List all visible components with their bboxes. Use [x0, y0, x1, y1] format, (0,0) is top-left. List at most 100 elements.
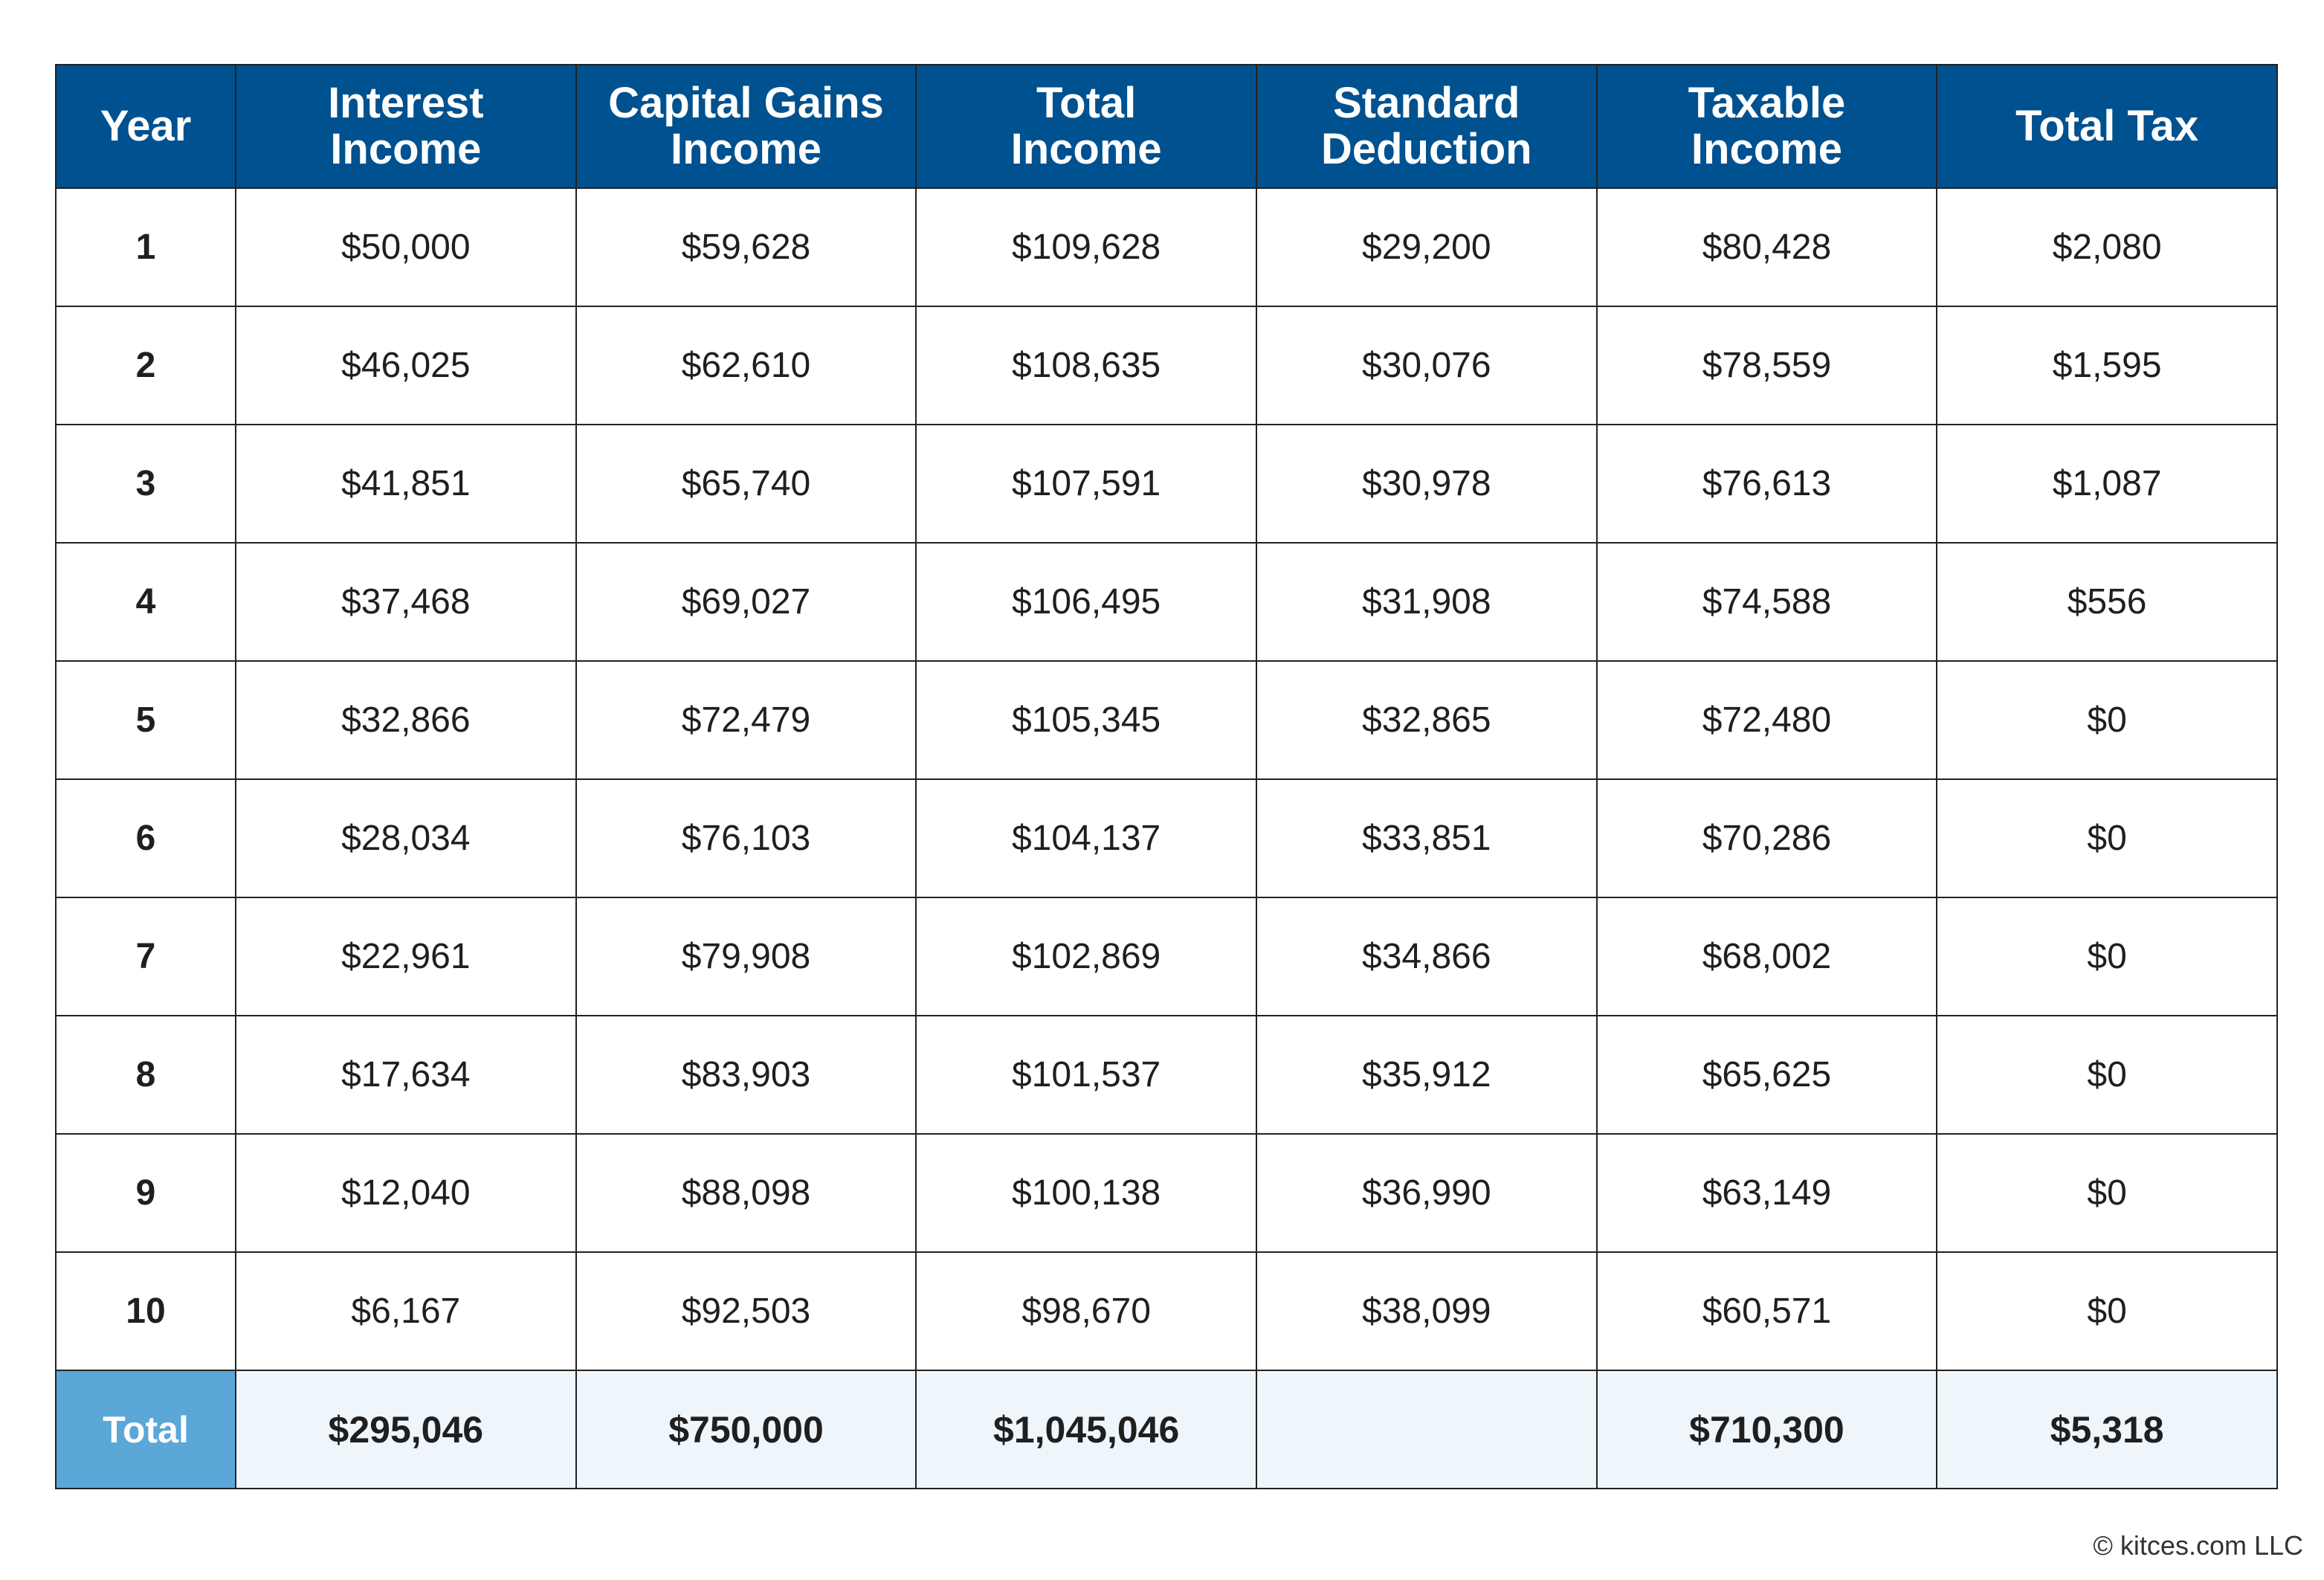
- total-tax-cell: $0: [1936, 778, 2278, 898]
- total-income-cell: $104,137: [915, 778, 1257, 898]
- total-tax-cell: $0: [1936, 897, 2278, 1016]
- capital-gains-cell: $88,098: [575, 1133, 917, 1253]
- table-row: 7 $22,961 $79,908 $102,869 $34,866 $68,0…: [55, 897, 2278, 1016]
- taxable-income-cell: $68,002: [1595, 897, 1938, 1016]
- header-capital-gains-income: Capital Gains Income: [575, 64, 917, 189]
- interest-income-cell: $41,851: [235, 424, 577, 544]
- interest-income-cell: $46,025: [235, 306, 577, 425]
- total-tax-cell: $0: [1936, 1015, 2278, 1135]
- taxable-income-cell: $63,149: [1595, 1133, 1938, 1253]
- standard-deduction-cell: $32,865: [1255, 660, 1598, 780]
- total-standard-deduction-cell: [1255, 1370, 1598, 1489]
- taxable-income-cell: $60,571: [1595, 1251, 1938, 1371]
- table-row: 5 $32,866 $72,479 $105,345 $32,865 $72,4…: [55, 660, 2278, 780]
- capital-gains-cell: $83,903: [575, 1015, 917, 1135]
- header-taxable-income: Taxable Income: [1595, 64, 1938, 189]
- table-row: 10 $6,167 $92,503 $98,670 $38,099 $60,57…: [55, 1251, 2278, 1371]
- capital-gains-cell: $76,103: [575, 778, 917, 898]
- total-tax-cell: $1,087: [1936, 424, 2278, 544]
- total-income-cell: $108,635: [915, 306, 1257, 425]
- header-standard-deduction: Standard Deduction: [1255, 64, 1598, 189]
- total-tax-cell: $1,595: [1936, 306, 2278, 425]
- year-cell: 9: [55, 1133, 236, 1253]
- standard-deduction-cell: $35,912: [1255, 1015, 1598, 1135]
- taxable-income-cell: $72,480: [1595, 660, 1938, 780]
- year-cell: 8: [55, 1015, 236, 1135]
- standard-deduction-cell: $36,990: [1255, 1133, 1598, 1253]
- interest-income-cell: $12,040: [235, 1133, 577, 1253]
- header-total-income: Total Income: [915, 64, 1257, 189]
- year-cell: 4: [55, 542, 236, 662]
- total-capital-gains-cell: $750,000: [575, 1370, 917, 1489]
- total-tax-cell: $556: [1936, 542, 2278, 662]
- capital-gains-cell: $79,908: [575, 897, 917, 1016]
- taxable-income-cell: $78,559: [1595, 306, 1938, 425]
- interest-income-cell: $17,634: [235, 1015, 577, 1135]
- capital-gains-cell: $62,610: [575, 306, 917, 425]
- total-tax-cell: $2,080: [1936, 187, 2278, 307]
- total-income-cell: $100,138: [915, 1133, 1257, 1253]
- table-body: 1 $50,000 $59,628 $109,628 $29,200 $80,4…: [55, 187, 2278, 1371]
- table-header: Year Interest Income Capital Gains Income …: [55, 64, 2278, 189]
- capital-gains-cell: $59,628: [575, 187, 917, 307]
- standard-deduction-cell: $29,200: [1255, 187, 1598, 307]
- totals-row: Total $295,046 $750,000 $1,045,046 $710,…: [55, 1370, 2278, 1489]
- table-row: 1 $50,000 $59,628 $109,628 $29,200 $80,4…: [55, 187, 2278, 307]
- total-income-cell: $101,537: [915, 1015, 1257, 1135]
- total-tax-cell: $0: [1936, 1251, 2278, 1371]
- interest-income-cell: $6,167: [235, 1251, 577, 1371]
- year-cell: 2: [55, 306, 236, 425]
- header-interest-income: Interest Income: [235, 64, 577, 189]
- year-cell: 5: [55, 660, 236, 780]
- taxable-income-cell: $74,588: [1595, 542, 1938, 662]
- total-label-cell: Total: [55, 1370, 236, 1489]
- tax-projection-table: Year Interest Income Capital Gains Income …: [55, 64, 2278, 1489]
- standard-deduction-cell: $31,908: [1255, 542, 1598, 662]
- header-year: Year: [55, 64, 236, 189]
- header-row: Year Interest Income Capital Gains Income …: [55, 64, 2278, 189]
- copyright-notice: © kitces.com LLC: [2093, 1530, 2303, 1561]
- interest-income-cell: $28,034: [235, 778, 577, 898]
- table-row: 3 $41,851 $65,740 $107,591 $30,978 $76,6…: [55, 424, 2278, 544]
- total-total-income-cell: $1,045,046: [915, 1370, 1257, 1489]
- interest-income-cell: $32,866: [235, 660, 577, 780]
- table-row: 8 $17,634 $83,903 $101,537 $35,912 $65,6…: [55, 1015, 2278, 1135]
- capital-gains-cell: $92,503: [575, 1251, 917, 1371]
- table-row: 6 $28,034 $76,103 $104,137 $33,851 $70,2…: [55, 778, 2278, 898]
- taxable-income-cell: $65,625: [1595, 1015, 1938, 1135]
- table-row: 9 $12,040 $88,098 $100,138 $36,990 $63,1…: [55, 1133, 2278, 1253]
- standard-deduction-cell: $30,978: [1255, 424, 1598, 544]
- total-income-cell: $105,345: [915, 660, 1257, 780]
- interest-income-cell: $50,000: [235, 187, 577, 307]
- table-row: 4 $37,468 $69,027 $106,495 $31,908 $74,5…: [55, 542, 2278, 662]
- taxable-income-cell: $70,286: [1595, 778, 1938, 898]
- total-interest-income-cell: $295,046: [235, 1370, 577, 1489]
- taxable-income-cell: $76,613: [1595, 424, 1938, 544]
- table-totals: Total $295,046 $750,000 $1,045,046 $710,…: [55, 1370, 2278, 1489]
- total-tax-cell: $0: [1936, 660, 2278, 780]
- standard-deduction-cell: $38,099: [1255, 1251, 1598, 1371]
- taxable-income-cell: $80,428: [1595, 187, 1938, 307]
- standard-deduction-cell: $33,851: [1255, 778, 1598, 898]
- standard-deduction-cell: $34,866: [1255, 897, 1598, 1016]
- total-income-cell: $107,591: [915, 424, 1257, 544]
- year-cell: 6: [55, 778, 236, 898]
- capital-gains-cell: $65,740: [575, 424, 917, 544]
- table-row: 2 $46,025 $62,610 $108,635 $30,076 $78,5…: [55, 306, 2278, 425]
- header-total-tax: Total Tax: [1936, 64, 2278, 189]
- total-income-cell: $98,670: [915, 1251, 1257, 1371]
- capital-gains-cell: $72,479: [575, 660, 917, 780]
- year-cell: 7: [55, 897, 236, 1016]
- interest-income-cell: $37,468: [235, 542, 577, 662]
- standard-deduction-cell: $30,076: [1255, 306, 1598, 425]
- year-cell: 10: [55, 1251, 236, 1371]
- interest-income-cell: $22,961: [235, 897, 577, 1016]
- total-tax-total-cell: $5,318: [1936, 1370, 2278, 1489]
- total-tax-cell: $0: [1936, 1133, 2278, 1253]
- total-income-cell: $106,495: [915, 542, 1257, 662]
- capital-gains-cell: $69,027: [575, 542, 917, 662]
- total-income-cell: $102,869: [915, 897, 1257, 1016]
- year-cell: 3: [55, 424, 236, 544]
- total-income-cell: $109,628: [915, 187, 1257, 307]
- year-cell: 1: [55, 187, 236, 307]
